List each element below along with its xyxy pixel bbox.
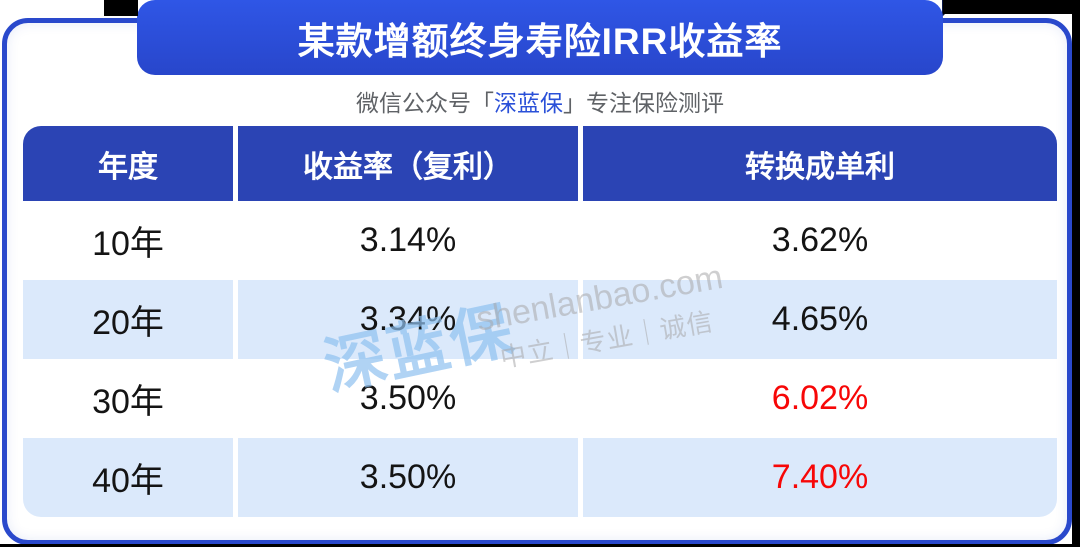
cell-compound-rate: 3.50% [359, 379, 457, 417]
irr-table: 年度 收益率（复利） 转换成单利 10年 3.14% 3.62% 20年 3.3… [23, 126, 1057, 517]
subtitle: 微信公众号「深蓝保」专注保险测评 [0, 84, 1080, 118]
page-title: 某款增额终身寿险IRR收益率 [297, 20, 783, 62]
cell-compound-rate: 3.34% [238, 280, 578, 359]
cell-compound-rate: 3.50% [238, 438, 578, 517]
column-header-simple-rate: 转换成单利 [583, 126, 1057, 201]
column-header-compound-rate: 收益率（复利） [238, 126, 578, 201]
image-crop-edge-top-right [943, 0, 1080, 14]
cell-year: 10年 [92, 225, 164, 263]
cell-simple-rate: 4.65% [583, 280, 1057, 359]
cell-year: 40年 [23, 438, 233, 517]
cell-simple-rate-highlighted: 6.02% [771, 379, 869, 417]
column-header-year: 年度 [23, 126, 233, 201]
cell-year: 30年 [92, 383, 164, 421]
image-crop-edge-top-left [104, 0, 138, 16]
subtitle-prefix: 微信公众号「 [356, 90, 494, 116]
image-crop-edge-right [1072, 0, 1080, 547]
cell-simple-rate-highlighted: 7.40% [583, 438, 1057, 517]
brand-name: 深蓝保 [494, 90, 563, 116]
cell-year: 20年 [23, 280, 233, 359]
title-banner: 某款增额终身寿险IRR收益率 [137, 0, 943, 75]
image-crop-edge-bottom [0, 544, 1080, 547]
cell-simple-rate: 3.62% [771, 221, 869, 259]
subtitle-suffix: 」专注保险测评 [563, 90, 724, 116]
cell-compound-rate: 3.14% [359, 221, 457, 259]
